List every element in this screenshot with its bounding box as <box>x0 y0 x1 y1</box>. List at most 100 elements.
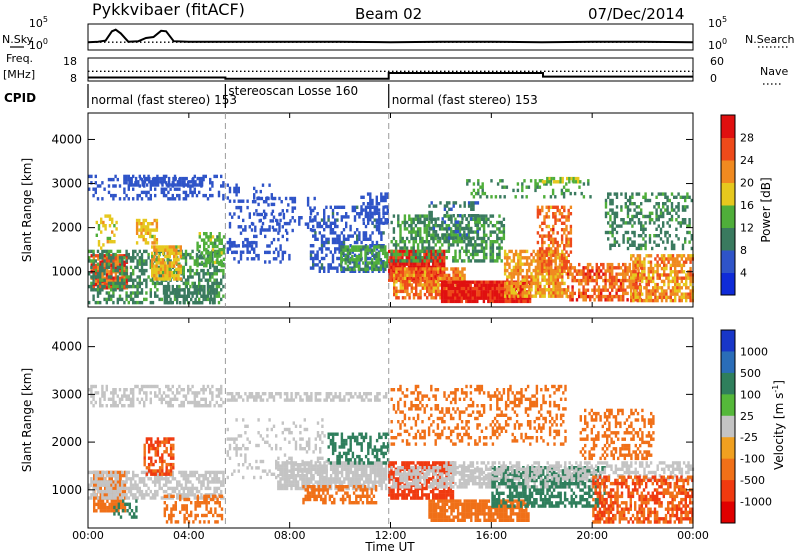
power-cells-cell <box>377 202 381 206</box>
power-cells-cell <box>362 202 365 206</box>
power-cells-cell <box>569 231 573 235</box>
power-cells-cell <box>418 262 422 266</box>
vel-cells-cell <box>149 400 152 405</box>
power-cells-cell <box>129 278 133 282</box>
power-cells-cell <box>523 284 527 289</box>
power-cells-cell <box>384 261 387 265</box>
power-cells-cell <box>139 176 142 181</box>
power-cells-cell <box>536 256 540 261</box>
power-cells-cell <box>235 244 238 248</box>
power-cells-cell <box>571 278 574 283</box>
power-cells-cell <box>152 183 155 187</box>
power-cells-cell <box>107 249 111 254</box>
power-cells-cell <box>432 286 435 290</box>
power-cells-cell <box>600 288 603 292</box>
power-cells-cell <box>162 187 166 191</box>
power-cells-cell <box>622 262 625 267</box>
power-cells-cell <box>348 251 352 256</box>
power-cells-cell <box>323 269 326 273</box>
power-cells-cell <box>668 218 671 222</box>
power-cells-cell <box>325 205 328 209</box>
power-cells-cell <box>270 212 273 216</box>
power-cells-cell <box>237 199 240 203</box>
power-cells-cell <box>440 280 444 284</box>
power-cells-cell <box>538 212 542 216</box>
power-cells-cell <box>528 262 531 266</box>
power-cells-cell <box>405 227 409 231</box>
vel-cells-cell <box>94 391 97 395</box>
power-cells-cell <box>158 281 161 286</box>
power-cells-cell <box>171 284 174 289</box>
power-cells-cell <box>196 176 199 181</box>
power-cells-cell <box>408 273 411 278</box>
power-cells-cell <box>111 217 114 221</box>
power-cells-cell <box>136 291 139 295</box>
power-cells-cell <box>342 266 346 270</box>
power-cells-cell <box>291 209 294 213</box>
power-cells-cell <box>437 270 440 274</box>
power-cells-cell <box>449 233 453 237</box>
power-cells-cell <box>237 186 240 191</box>
power-cells-cell <box>233 257 236 261</box>
power-cells-cell <box>469 283 472 288</box>
power-cells-cell <box>94 273 98 277</box>
power-cells-cell <box>467 214 471 218</box>
power-cells-cell <box>155 228 159 232</box>
power-cells-cell <box>665 266 668 271</box>
power-cells-cell <box>438 262 441 266</box>
power-cells-cell <box>342 251 345 256</box>
power-cells-cell <box>652 266 655 271</box>
power-cells-cell <box>129 256 133 260</box>
power-cells-cell <box>681 218 685 222</box>
power-cells-cell <box>423 276 427 281</box>
power-cells-cell <box>121 276 124 280</box>
power-cells-cell <box>406 286 409 290</box>
power-cells-cell <box>580 282 583 286</box>
power-cells-cell <box>532 281 535 286</box>
power-cells-cell <box>138 262 141 266</box>
power-cells-cell <box>203 241 206 245</box>
power-cells-cell <box>399 289 402 294</box>
power-cells-cell <box>468 179 471 183</box>
power-cells-cell <box>412 246 415 250</box>
power-cells-cell <box>536 275 540 279</box>
power-cells-cell <box>309 219 312 223</box>
power-cells-cell <box>611 282 614 286</box>
power-cells-cell <box>260 212 264 217</box>
power-cells-cell <box>440 290 444 294</box>
vel-cells-cell <box>191 384 194 389</box>
power-cells-cell <box>476 220 479 225</box>
power-cells-cell <box>587 182 590 186</box>
power-cells-cell <box>630 273 633 277</box>
power-cells-cell <box>162 190 166 195</box>
power-cells-cell <box>309 206 312 210</box>
power-cells-cell <box>617 278 620 283</box>
power-cells-cell <box>434 224 437 228</box>
power-cells-cell <box>90 174 93 179</box>
power-cells-cell <box>421 259 424 263</box>
power-cells-cell <box>438 268 441 273</box>
power-cells-cell <box>524 296 527 300</box>
power-cells-cell <box>213 297 216 302</box>
power-cells-cell <box>567 188 570 193</box>
power-cells-cell <box>428 204 431 208</box>
power-cells-cell <box>340 251 343 256</box>
power-cells-cell <box>552 176 556 181</box>
power-cells-cell <box>556 284 560 289</box>
power-cells-cell <box>640 221 643 225</box>
power-cells-cell <box>170 264 174 268</box>
power-cells-cell <box>235 250 238 254</box>
power-cells-cell <box>366 192 370 196</box>
power-cells-cell <box>144 228 148 232</box>
power-cells-cell <box>313 228 316 233</box>
power-cells-cell <box>545 268 549 273</box>
power-cells-cell <box>309 228 313 232</box>
vel-cells-cell <box>103 394 106 398</box>
power-cells-cell <box>112 291 115 295</box>
power-cells-cell <box>554 247 557 251</box>
power-cells-cell <box>561 291 564 295</box>
power-cells-cell <box>97 227 101 231</box>
power-cells-cell <box>439 276 442 281</box>
power-cells-cell <box>503 272 507 276</box>
power-cells-cell <box>106 240 109 244</box>
